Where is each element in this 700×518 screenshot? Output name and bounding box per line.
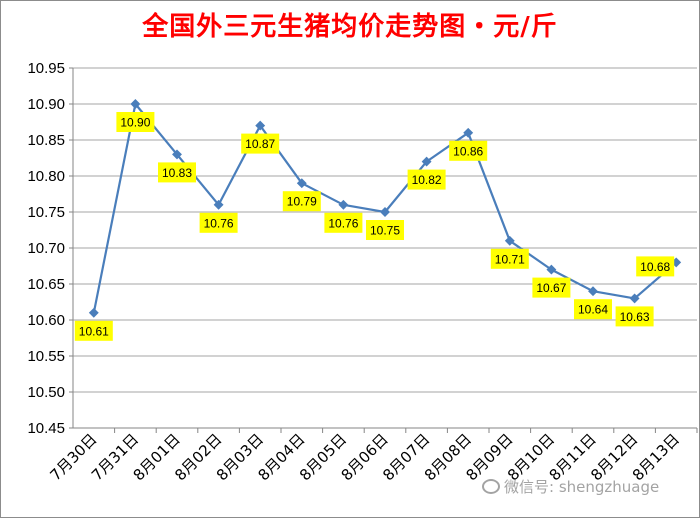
data-point [380,207,390,217]
series-line-group [88,99,682,318]
data-label: 10.67 [536,281,566,295]
watermark-text: 微信号: shengzhuage [504,478,660,496]
data-label: 10.76 [204,216,234,230]
data-label-bg [74,320,113,341]
data-label: 10.79 [287,195,317,209]
data-label-bg [490,248,529,269]
data-label-bg [241,133,280,154]
data-label-bg [615,306,654,327]
y-tick-label: 10.45 [27,420,65,437]
data-point [130,99,141,109]
data-label-bg [158,162,196,183]
data-point [504,235,515,246]
data-point [463,127,474,138]
data-label-bg [407,169,446,190]
data-label: 10.68 [640,260,670,274]
data-point [629,293,640,304]
data-label-bg [282,191,321,212]
data-label: 10.76 [328,216,358,230]
data-point [88,307,99,318]
data-label: 10.87 [245,137,275,151]
data-point [588,286,598,297]
y-tick-label: 10.65 [27,276,65,293]
data-label: 10.71 [495,252,525,266]
data-label: 10.86 [453,144,483,158]
y-tick-label: 10.80 [27,168,65,185]
data-label: 10.90 [120,116,150,130]
y-tick-label: 10.75 [27,204,65,221]
chart-title: 全国外三元生猪均价走势图・元/斤 [142,12,558,42]
data-point [338,199,349,210]
data-point [213,199,224,210]
data-label-bg [532,277,571,298]
y-tick-label: 10.60 [27,312,65,329]
data-label-bg [449,140,488,161]
data-label: 10.75 [370,224,400,238]
wechat-icon [482,479,500,494]
y-tick-label: 10.55 [27,348,65,365]
axes [69,67,698,433]
y-tick-label: 10.50 [27,384,65,401]
y-tick-label: 10.70 [27,240,65,257]
y-tick-label: 10.85 [27,132,65,149]
data-labels: 10.61 10.90 10.83 10.76 10.87 10.79 10.76 10.75… [74,112,675,341]
data-label-bg [116,112,155,132]
data-label-bg [366,220,404,240]
y-tick-label: 10.95 [27,60,65,77]
y-tick-label: 10.90 [27,96,65,113]
data-label-bg [574,299,612,320]
data-point [546,264,557,275]
data-point [172,149,182,160]
data-label: 10.61 [79,324,109,338]
watermark: 微信号: shengzhuage [482,476,659,497]
data-label: 10.64 [578,303,608,317]
data-label: 10.83 [162,166,192,180]
data-label-bg [636,256,675,277]
data-label-bg [324,212,363,233]
data-label-bg [199,212,238,233]
data-label: 10.82 [412,173,442,187]
y-axis-ticks: 10.45 10.50 10.55 10.60 10.65 10.70 10.75 10.80… [27,60,65,437]
data-point [421,156,432,167]
data-label: 10.63 [620,310,650,324]
data-point [296,178,307,189]
